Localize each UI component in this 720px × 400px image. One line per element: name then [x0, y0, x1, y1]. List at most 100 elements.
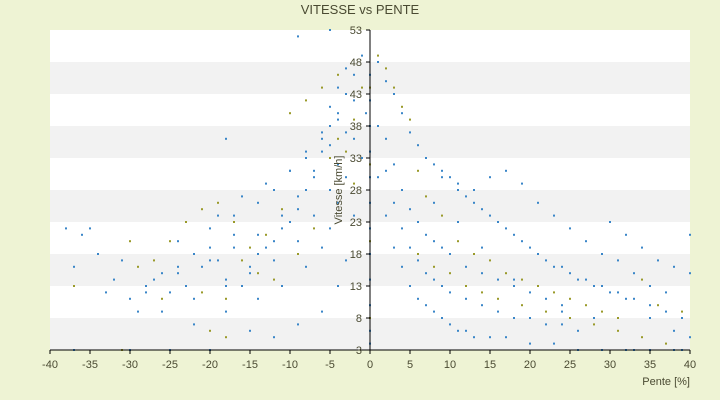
data-point	[513, 233, 515, 236]
data-point	[193, 253, 195, 255]
data-point	[649, 285, 651, 287]
data-point	[377, 176, 379, 179]
data-point	[137, 310, 139, 313]
data-point	[641, 278, 643, 281]
data-point	[217, 259, 219, 262]
data-point	[137, 265, 139, 268]
data-point	[521, 278, 523, 281]
data-point	[585, 240, 587, 243]
data-point	[441, 246, 443, 249]
data-point	[305, 157, 307, 159]
data-point	[281, 214, 283, 217]
data-point	[681, 317, 683, 319]
data-point	[465, 285, 467, 287]
y-tick-label: 33	[350, 153, 362, 165]
x-tick-label: 35	[644, 359, 656, 371]
data-point	[585, 278, 587, 281]
data-point	[417, 221, 419, 223]
data-point	[273, 336, 275, 339]
data-point	[305, 189, 307, 191]
data-point	[425, 157, 427, 159]
data-point	[337, 137, 339, 140]
data-point	[225, 336, 227, 339]
data-point	[401, 112, 403, 115]
data-point	[489, 259, 491, 262]
y-tick-label: 8	[356, 313, 362, 325]
data-point	[601, 285, 603, 287]
data-point	[513, 278, 515, 281]
data-point	[545, 323, 547, 326]
data-point	[177, 272, 179, 275]
y-tick-label: 3	[356, 345, 362, 357]
data-point	[409, 285, 411, 287]
data-point	[209, 246, 211, 249]
data-point	[505, 169, 507, 172]
data-point	[385, 137, 387, 140]
data-point	[425, 195, 427, 198]
data-point	[185, 285, 187, 287]
data-point	[417, 169, 419, 172]
y-tick-label: 53	[350, 25, 362, 37]
data-point	[473, 201, 475, 204]
y-axis-label: Vitesse [km/h]	[333, 156, 345, 225]
data-point	[337, 112, 339, 115]
data-point	[417, 297, 419, 300]
x-tick-label: -25	[162, 359, 178, 371]
data-point	[529, 291, 531, 294]
data-point	[121, 259, 123, 262]
data-point	[553, 342, 555, 345]
data-point	[257, 233, 259, 236]
data-point	[457, 240, 459, 243]
y-tick-label: 13	[350, 281, 362, 293]
data-point	[73, 285, 75, 287]
data-point	[257, 272, 259, 275]
data-point	[681, 310, 683, 313]
data-point	[497, 278, 499, 281]
data-point	[393, 163, 395, 166]
x-tick-label: -20	[202, 359, 218, 371]
data-point	[345, 131, 347, 134]
data-point	[657, 304, 659, 307]
data-point	[569, 227, 571, 230]
data-point	[209, 259, 211, 262]
data-point	[313, 169, 315, 172]
data-point	[529, 246, 531, 249]
data-point	[105, 291, 107, 294]
data-point	[433, 163, 435, 166]
data-point	[481, 246, 483, 249]
data-point	[321, 310, 323, 313]
data-point	[225, 285, 227, 287]
data-point	[569, 272, 571, 275]
data-point	[433, 201, 435, 204]
data-point	[241, 285, 243, 287]
data-point	[217, 214, 219, 217]
data-point	[561, 304, 563, 307]
x-tick-label: -30	[122, 359, 138, 371]
data-point	[377, 61, 379, 63]
data-point	[593, 285, 595, 287]
data-point	[249, 272, 251, 275]
data-point	[617, 329, 619, 332]
x-tick-label: 15	[484, 359, 496, 371]
data-point	[609, 291, 611, 294]
data-point	[281, 227, 283, 230]
data-point	[457, 329, 459, 332]
data-point	[305, 265, 307, 268]
x-tick-label: 40	[684, 359, 696, 371]
y-tick-label: 38	[350, 121, 362, 133]
data-point	[577, 278, 579, 281]
data-point	[241, 259, 243, 262]
data-point	[417, 144, 419, 147]
data-point	[145, 291, 147, 294]
data-point	[393, 86, 395, 89]
data-point	[313, 227, 315, 230]
data-point	[257, 253, 259, 255]
data-point	[457, 221, 459, 223]
data-point	[385, 80, 387, 83]
data-point	[81, 233, 83, 236]
data-point	[241, 195, 243, 198]
data-point	[689, 233, 691, 236]
data-point	[353, 182, 355, 185]
data-point	[441, 317, 443, 319]
data-point	[689, 272, 691, 275]
